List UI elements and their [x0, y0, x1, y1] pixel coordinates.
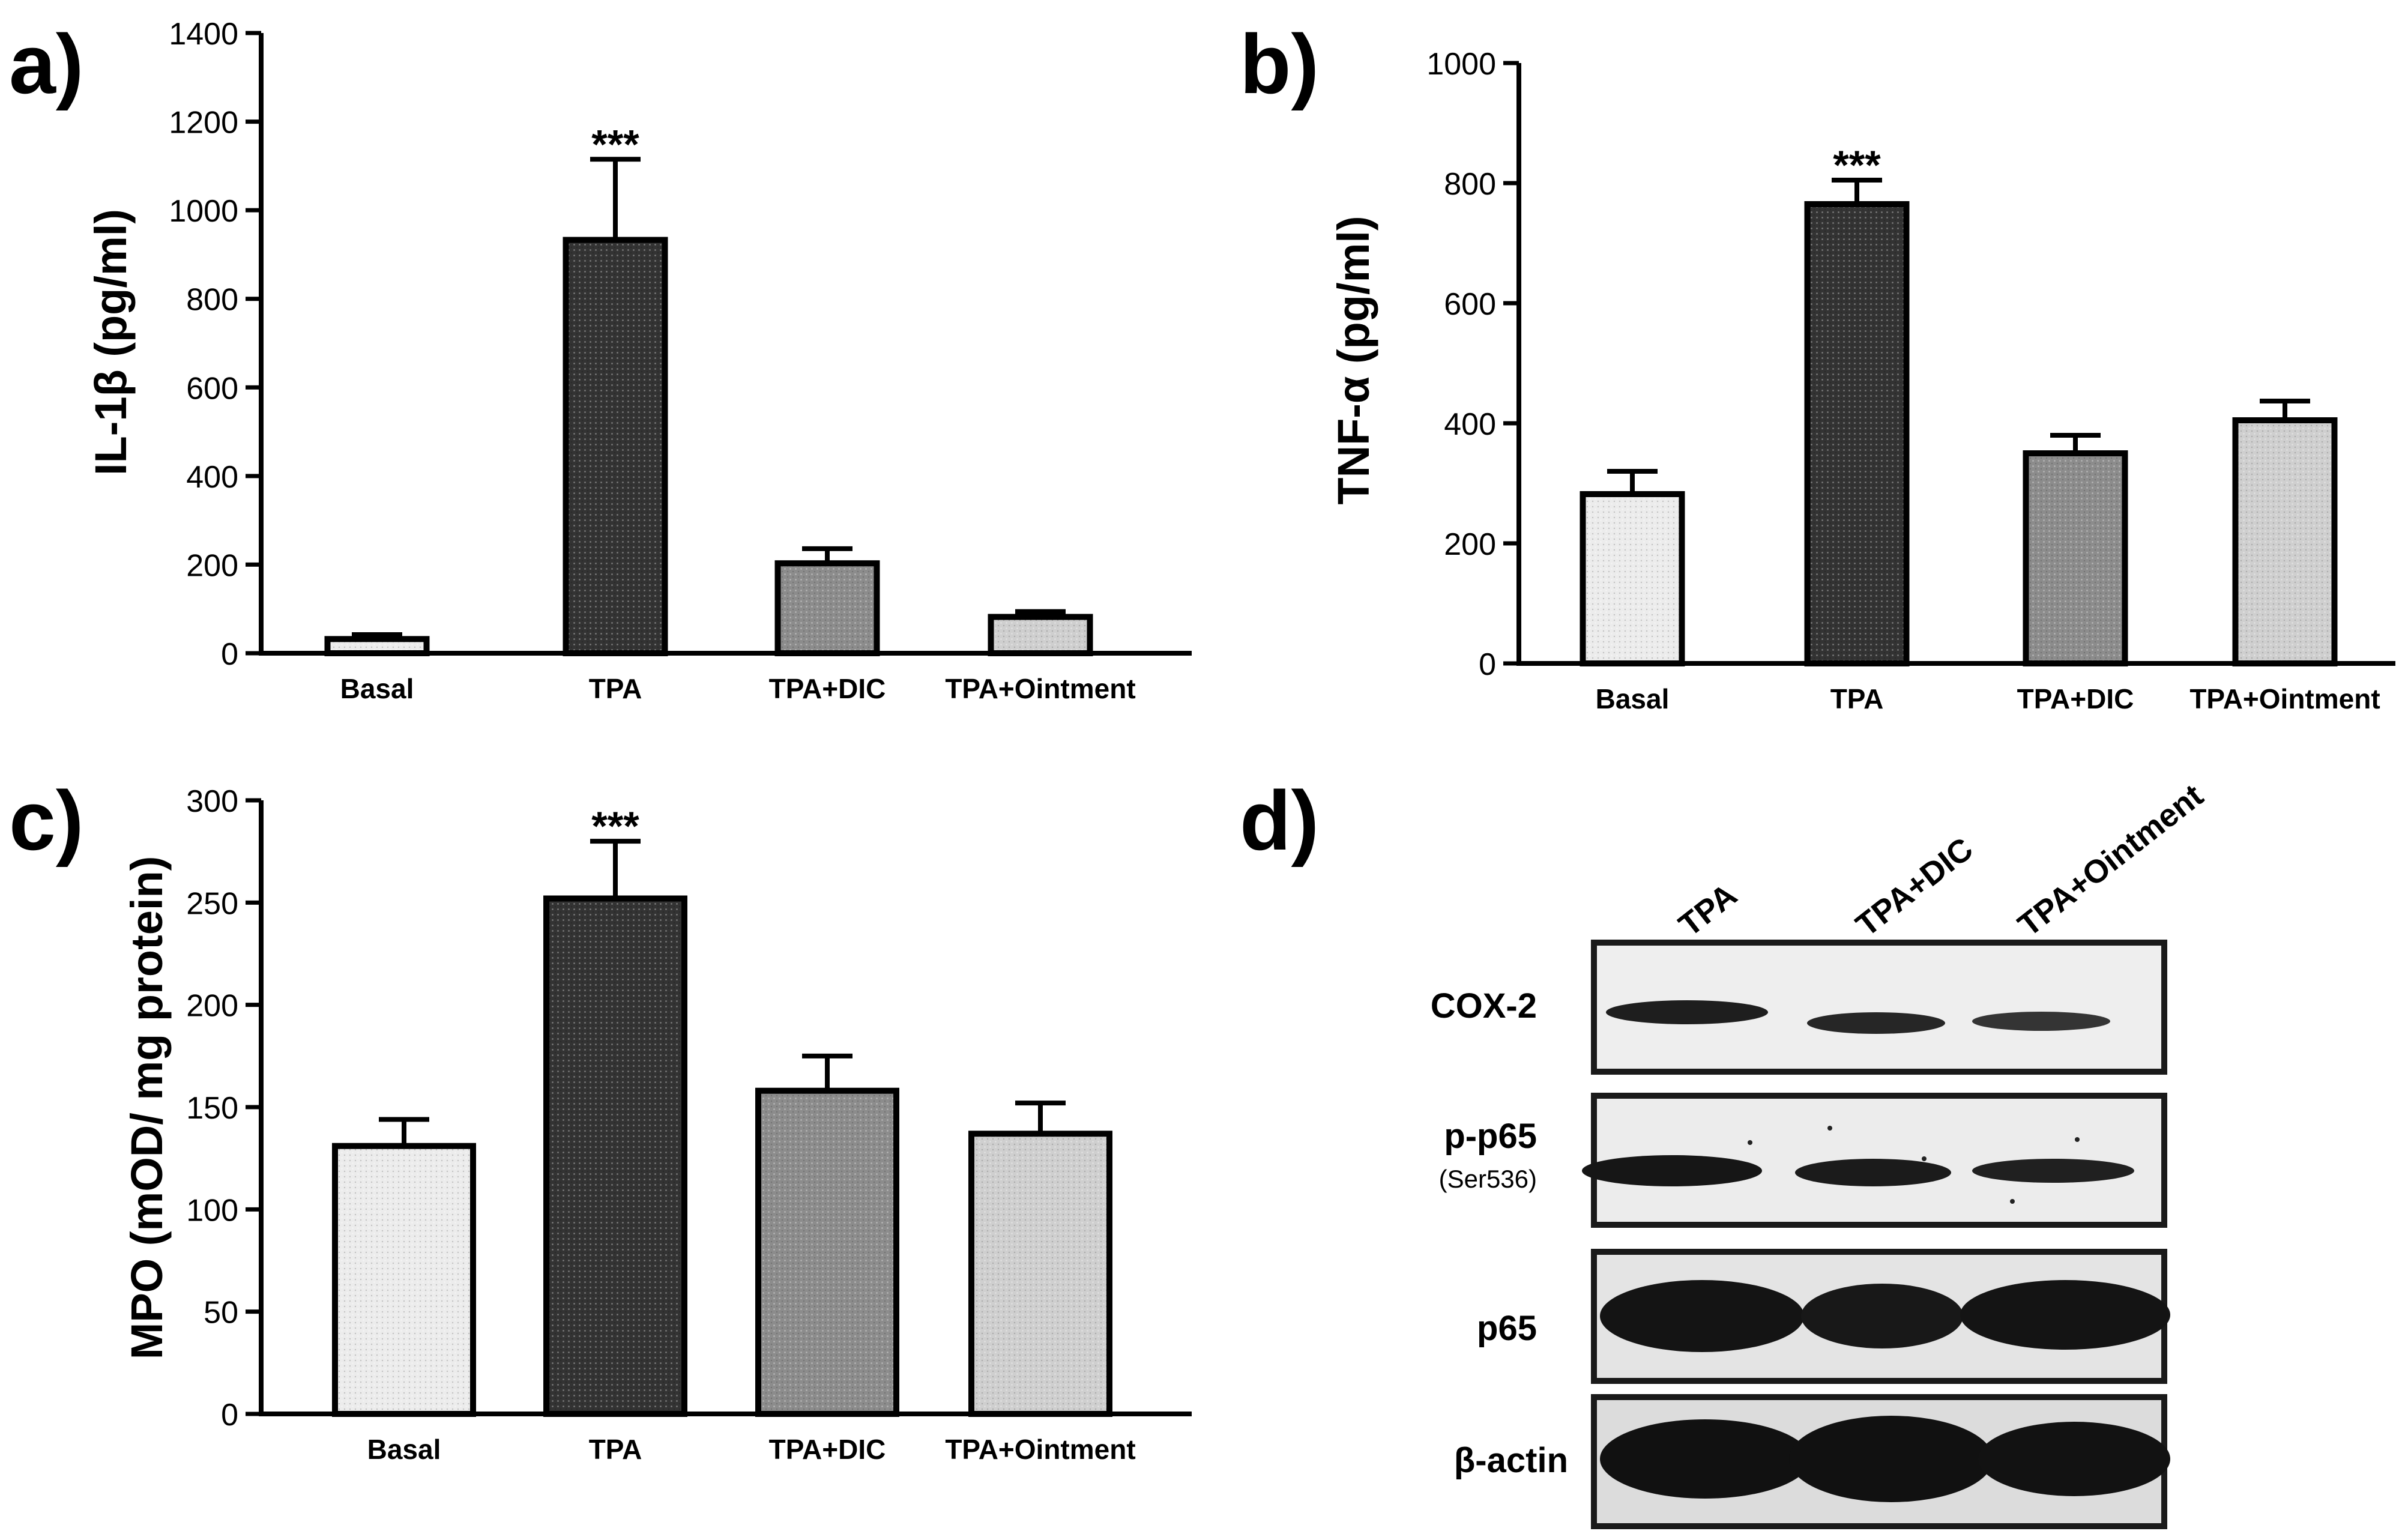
band-p65-tpa-dic [1801, 1284, 1963, 1348]
x-tick-label-tpa: TPA [589, 1434, 642, 1465]
bar-texture [761, 1093, 893, 1411]
bar-texture [780, 566, 874, 650]
band-cox2-tpa [1606, 1000, 1768, 1024]
y-tick-label: 0 [221, 1398, 238, 1433]
blot-lane-label-tpa: TPA [1672, 877, 1743, 943]
band-pp65-tpa-ointment [1972, 1159, 2134, 1183]
band-pp65-tpa [1582, 1155, 1762, 1186]
bar-texture [2238, 423, 2332, 660]
blot-row-sublabel-ser536: (Ser536) [1439, 1165, 1537, 1193]
y-tick-label: 800 [186, 283, 238, 318]
band-actin-tpa-ointment [1978, 1422, 2170, 1496]
x-tick-label-tpa: TPA [589, 673, 642, 704]
x-tick-label-tpa: TPA [1830, 683, 1884, 714]
bar-texture [1586, 497, 1679, 660]
y-tick-label: 1000 [1426, 47, 1496, 82]
y-tick-label: 600 [1444, 287, 1496, 322]
chart-tnf-alpha: 0 200 400 600 800 1000 TNF-α (pg/ml) Basal TPA **… [1329, 47, 2395, 714]
y-tick-label: 250 [186, 886, 238, 921]
x-tick-label-basal: Basal [367, 1434, 441, 1465]
chart-mpo: 0 50 100 150 200 250 300 MPO (mOD/ mg protein) B… [122, 784, 1192, 1465]
x-tick-label-tpa-ointment: TPA+Ointment [945, 673, 1135, 704]
panel-label-a: a) [9, 17, 83, 111]
bar-texture [2029, 456, 2122, 660]
bar-texture [338, 1149, 470, 1411]
blot-row-label-beta-actin: β-actin [1454, 1441, 1568, 1480]
y-tick-label: 50 [204, 1296, 238, 1330]
blot-lane-label-tpa-ointment: TPA+Ointment [2011, 778, 2209, 944]
bar-texture [549, 901, 681, 1411]
bar-texture [330, 642, 424, 650]
blot-row-label-pp65: p-p65 [1444, 1117, 1537, 1156]
blot-strip-p65 [1591, 1249, 2170, 1384]
x-tick-label-tpa-ointment: TPA+Ointment [945, 1434, 1135, 1465]
y-tick-label: 1200 [169, 106, 238, 140]
chart-il1b: 0 200 400 600 800 1000 1200 1400 IL-1β (pg/ml) Ba… [86, 17, 1192, 704]
band-actin-tpa-dic [1789, 1416, 1993, 1502]
x-tick-label-tpa-dic: TPA+DIC [769, 673, 886, 704]
blot-speck [1827, 1126, 1832, 1131]
significance-marker: *** [591, 121, 639, 167]
blot-speck [1922, 1156, 1927, 1161]
panel-label-c: c) [9, 773, 83, 868]
blot-speck [1748, 1140, 1752, 1145]
y-tick-label: 0 [1479, 647, 1496, 682]
x-tick-label-basal: Basal [1596, 683, 1670, 714]
y-tick-label: 600 [186, 371, 238, 406]
panel-label-b: b) [1240, 17, 1319, 111]
bar-texture [994, 620, 1087, 650]
blot-speck [2010, 1199, 2015, 1204]
blot-strip-pp65 [1582, 1093, 2167, 1228]
y-tick-label: 800 [1444, 167, 1496, 202]
band-pp65-tpa-dic [1795, 1159, 1951, 1186]
band-cox2-tpa-dic [1807, 1012, 1945, 1034]
y-tick-label: 300 [186, 784, 238, 819]
blot-row-label-cox2: COX-2 [1431, 986, 1537, 1025]
significance-marker: *** [591, 803, 639, 849]
y-tick-label: 400 [1444, 407, 1496, 442]
y-tick-label: 200 [1444, 527, 1496, 562]
x-tick-label-tpa-dic: TPA+DIC [2017, 683, 2134, 714]
band-cox2-tpa-ointment [1972, 1012, 2110, 1031]
blot-strip-beta-actin [1591, 1394, 2170, 1529]
y-tick-label: 1000 [169, 194, 238, 229]
y-tick-label: 0 [221, 637, 238, 672]
y-tick-label: 400 [186, 460, 238, 495]
band-p65-tpa [1600, 1280, 1804, 1352]
y-tick-label: 150 [186, 1091, 238, 1126]
y-axis-title: IL-1β (pg/ml) [86, 209, 136, 476]
blot-strip-cox2 [1591, 940, 2167, 1075]
blot-speck [2075, 1137, 2080, 1142]
blot-row-label-p65: p65 [1477, 1309, 1537, 1348]
significance-marker: *** [1833, 142, 1881, 188]
y-tick-label: 100 [186, 1193, 238, 1228]
x-tick-label-tpa-dic: TPA+DIC [769, 1434, 886, 1465]
blot-lane-label-tpa-dic: TPA+DIC [1849, 830, 1979, 943]
y-axis-title: MPO (mOD/ mg protein) [122, 856, 172, 1360]
y-axis-title: TNF-α (pg/ml) [1329, 216, 1378, 504]
western-blot: TPA TPA+DIC TPA+Ointment COX-2 p-p65 (Se… [1431, 778, 2210, 1529]
band-p65-tpa-ointment [1960, 1280, 2170, 1350]
x-tick-label-basal: Basal [340, 673, 414, 704]
panel-label-d: d) [1240, 773, 1319, 868]
bar-texture [974, 1137, 1106, 1411]
y-tick-label: 200 [186, 548, 238, 583]
band-actin-tpa [1600, 1419, 1810, 1499]
y-tick-label: 200 [186, 989, 238, 1024]
bar-texture [1810, 207, 1904, 660]
y-tick-label: 1400 [169, 17, 238, 52]
bar-texture [569, 243, 662, 650]
x-tick-label-tpa-ointment: TPA+Ointment [2189, 683, 2380, 714]
